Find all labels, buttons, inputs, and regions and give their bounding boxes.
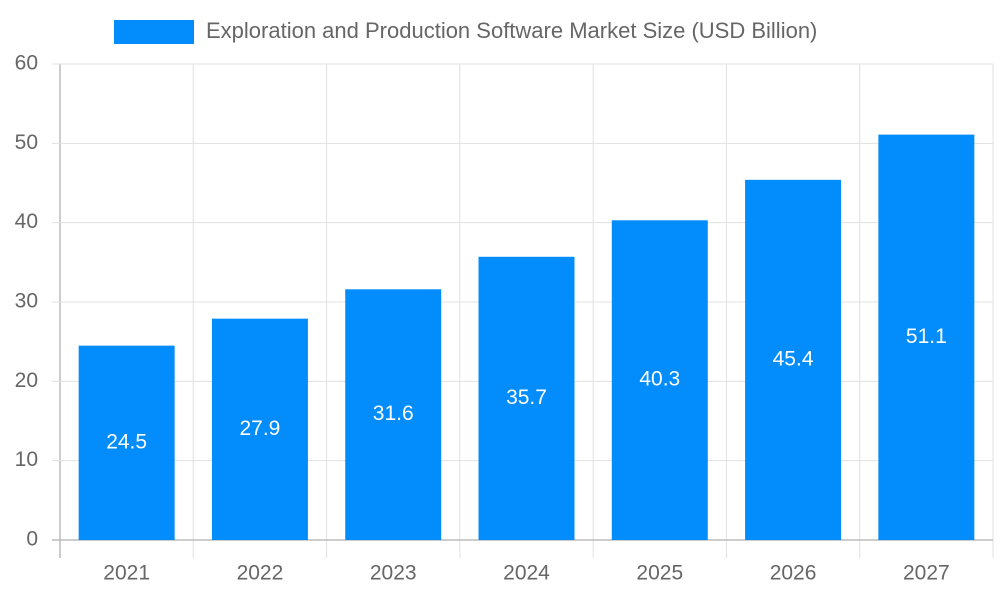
- bar: [611, 220, 708, 540]
- y-tick-label: 50: [15, 131, 38, 154]
- bar: [78, 345, 175, 540]
- x-tick-label: 2027: [903, 562, 950, 585]
- bar: [345, 289, 442, 540]
- data-label: 40.3: [639, 368, 680, 391]
- bar: [211, 318, 308, 540]
- bar: [478, 256, 575, 540]
- bar: [745, 179, 842, 540]
- y-tick-label: 20: [15, 369, 38, 392]
- data-label: 27.9: [239, 417, 280, 440]
- data-label: 51.1: [906, 325, 947, 348]
- x-tick-label: 2025: [636, 562, 683, 585]
- y-tick-label: 40: [15, 210, 38, 233]
- legend-swatch[interactable]: [114, 20, 194, 44]
- y-tick-label: 60: [15, 52, 38, 75]
- x-tick-label: 2026: [770, 562, 817, 585]
- data-label: 24.5: [106, 430, 147, 453]
- legend-label[interactable]: Exploration and Production Software Mark…: [206, 18, 817, 43]
- data-label: 45.4: [773, 347, 814, 370]
- x-tick-label: 2024: [503, 562, 550, 585]
- y-tick-label: 10: [15, 448, 38, 471]
- data-label: 31.6: [373, 402, 414, 425]
- x-tick-label: 2021: [103, 562, 150, 585]
- y-tick-label: 30: [15, 290, 38, 313]
- x-tick-label: 2023: [370, 562, 417, 585]
- data-label: 35.7: [506, 386, 547, 409]
- y-tick-label: 0: [26, 528, 38, 551]
- bar: [878, 134, 975, 540]
- x-tick-label: 2022: [237, 562, 284, 585]
